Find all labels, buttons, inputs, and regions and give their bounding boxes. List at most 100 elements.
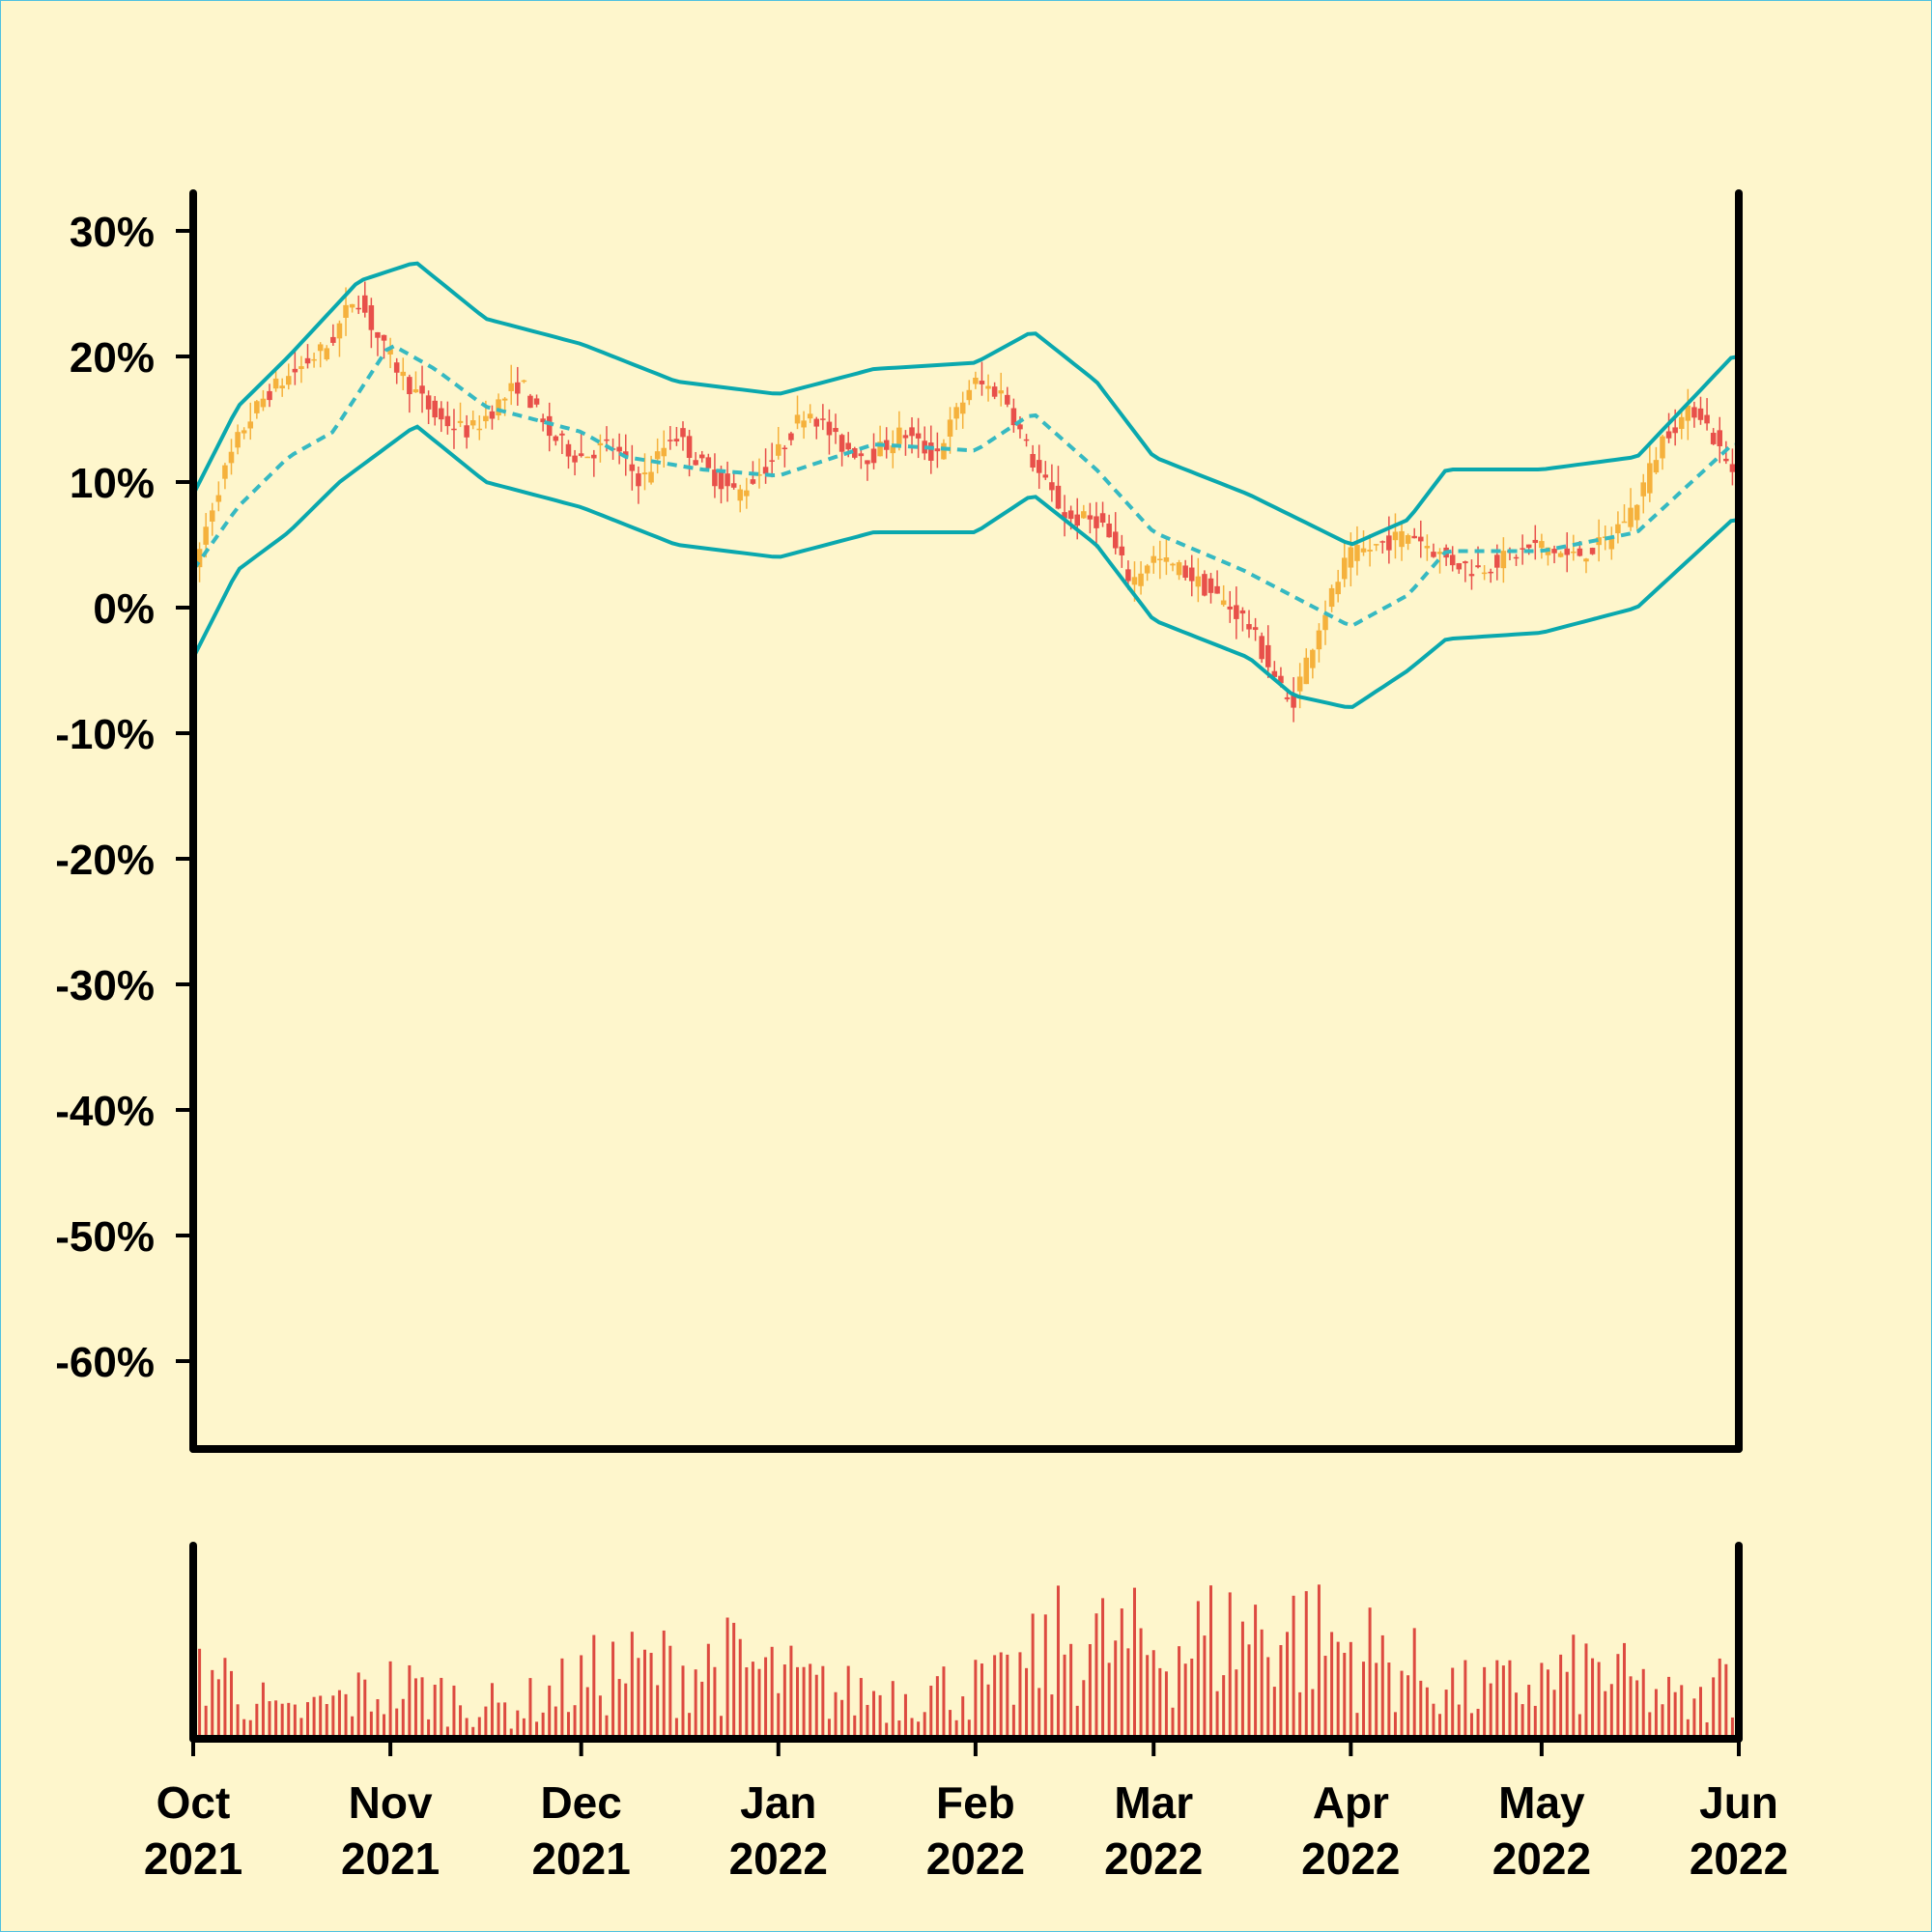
candle-body	[1456, 563, 1463, 570]
volume-bar	[490, 1683, 494, 1739]
y-tick-label: -50%	[55, 1213, 155, 1261]
candle-body	[788, 433, 794, 440]
candle-body	[1399, 530, 1405, 548]
candle-body	[476, 428, 483, 431]
x-tick-month: Apr	[1313, 1777, 1389, 1828]
candle-body	[1621, 521, 1628, 524]
volume-bar	[1444, 1690, 1448, 1739]
candle-body	[813, 418, 820, 427]
candle-body	[1488, 571, 1493, 574]
volume-bar	[1718, 1658, 1721, 1739]
candle-body	[1239, 610, 1246, 614]
volume-bar	[777, 1692, 781, 1739]
volume-bar	[878, 1694, 882, 1739]
candle-body	[1571, 551, 1577, 554]
volume-bar	[720, 1716, 724, 1739]
volume-bar	[738, 1638, 742, 1739]
candle-body	[1717, 430, 1723, 446]
volume-bar	[509, 1728, 513, 1739]
candle-body	[1067, 510, 1074, 520]
candle-body	[1494, 554, 1500, 568]
candle-body	[744, 490, 750, 497]
candle-body	[451, 428, 457, 431]
candle-body	[260, 398, 267, 408]
bollinger-lower-band	[191, 424, 1740, 709]
volume-bar	[1126, 1648, 1130, 1739]
volume-bar	[1196, 1601, 1200, 1739]
volume-bar	[637, 1658, 640, 1739]
candle-body	[1252, 627, 1259, 631]
x-tick-month: Jun	[1699, 1777, 1778, 1828]
candle-body	[279, 385, 285, 389]
candle-body	[1081, 511, 1087, 519]
candle-body	[1665, 431, 1672, 439]
volume-bar	[1266, 1657, 1270, 1739]
volume-bar	[344, 1693, 348, 1739]
volume-bar	[1654, 1689, 1658, 1739]
volume-bar	[694, 1669, 697, 1739]
volume-bar	[1641, 1668, 1645, 1739]
candle-body	[1310, 649, 1316, 668]
candle-body	[947, 419, 953, 437]
volume-bar	[1164, 1671, 1168, 1739]
candle-body	[1424, 546, 1431, 549]
volume-bar	[1457, 1704, 1461, 1739]
candle-body	[527, 395, 533, 409]
volume-bar	[974, 1660, 978, 1739]
candle-body	[1634, 504, 1640, 521]
volume-bar	[1222, 1675, 1226, 1739]
volume-bar	[1323, 1656, 1327, 1739]
candle-body	[775, 443, 781, 456]
candle-body	[966, 389, 973, 401]
volume-bar	[216, 1679, 220, 1739]
candle-body	[762, 467, 769, 474]
volume-bar	[1692, 1698, 1696, 1739]
volume-bar	[846, 1665, 850, 1739]
candle-body	[317, 344, 324, 352]
volume-bar	[325, 1703, 328, 1739]
volume-bar	[1680, 1685, 1684, 1739]
candle-body	[469, 420, 476, 426]
candle-body	[1704, 414, 1710, 424]
volume-bar	[1425, 1687, 1429, 1739]
x-tick-year: 2022	[1104, 1833, 1203, 1884]
volume-bar	[764, 1657, 768, 1739]
candle-body	[1188, 567, 1195, 582]
volume-bar	[337, 1690, 341, 1739]
candle-body	[1481, 572, 1488, 575]
volume-bar	[1476, 1708, 1480, 1739]
volume-bar	[376, 1698, 380, 1739]
candle-body	[1348, 547, 1354, 568]
x-tick-month: Feb	[936, 1777, 1015, 1828]
volume-bar	[223, 1658, 227, 1739]
volume-bar	[516, 1710, 520, 1739]
volume-bar	[1667, 1676, 1671, 1739]
volume-bar	[331, 1695, 335, 1739]
candle-body	[355, 307, 361, 310]
volume-bar	[1520, 1704, 1524, 1739]
volume-bar	[681, 1665, 685, 1739]
volume-bar	[1419, 1680, 1423, 1739]
candle-body	[1418, 536, 1424, 542]
volume-bar	[1190, 1658, 1194, 1739]
volume-bar	[1151, 1650, 1155, 1739]
x-tick-month: Jan	[740, 1777, 816, 1828]
candle-body	[661, 447, 668, 457]
volume-bar	[1158, 1667, 1162, 1739]
candle-body	[553, 436, 559, 441]
candle-body	[1392, 531, 1399, 541]
candle-body	[1513, 556, 1520, 559]
candle-body	[584, 456, 590, 459]
volume-bar	[1368, 1607, 1372, 1739]
volume-bar	[548, 1685, 552, 1739]
candle-body	[311, 358, 317, 361]
volume-bar	[1132, 1587, 1136, 1739]
volume-bar	[814, 1674, 818, 1739]
volume-bar	[796, 1666, 800, 1739]
volume-bar	[445, 1726, 449, 1739]
candle-body	[1628, 507, 1634, 527]
candle-body	[1360, 548, 1367, 553]
candle-body	[1532, 539, 1539, 544]
candle-body	[953, 407, 959, 419]
